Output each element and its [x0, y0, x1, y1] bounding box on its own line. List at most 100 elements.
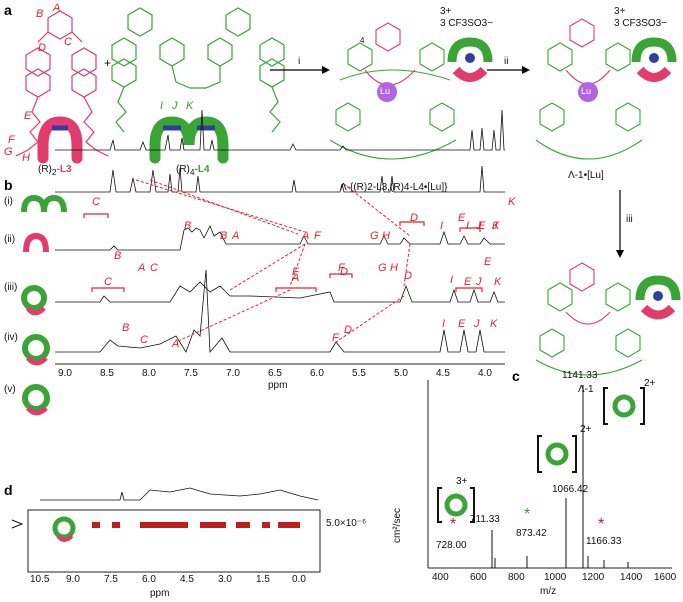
peak-v-C: C: [140, 334, 148, 346]
peak-iii-F: F: [314, 230, 321, 242]
nmr-tick-5.0: 5.0: [394, 368, 408, 379]
peak-iv-I: I: [450, 274, 454, 286]
nmr-axis-title: ppm: [268, 380, 288, 391]
nmr-trace-i: [55, 109, 505, 151]
complex-3-structure: [535, 282, 643, 376]
nmr-trace-iii: [55, 225, 505, 251]
ms-label-711: 711.33: [470, 514, 500, 525]
nmr-row-label-iii: (iii): [4, 282, 18, 293]
proton-label-D: D: [38, 42, 46, 54]
ms-tick-800: 800: [508, 572, 525, 583]
peak-v-F: F: [332, 332, 339, 344]
peak-ii-A: A: [138, 262, 146, 274]
peak-i-I: I: [466, 220, 470, 232]
ligand-L3-cartoon: [37, 116, 83, 164]
dosy-tick-0.0: 0.0: [292, 574, 306, 585]
peak-iii-A1: A: [232, 230, 240, 242]
proton-label-G: G: [4, 146, 13, 158]
peak-iii-J: J: [476, 220, 482, 232]
ms-tick-1400: 1400: [620, 572, 643, 583]
peak-v-J: J: [474, 318, 480, 330]
nmr-row-label-v: (v): [4, 384, 16, 395]
proton-label-K: K: [186, 100, 194, 112]
metal-ion-1: [377, 82, 397, 102]
peak-iv-E: E: [464, 276, 472, 288]
peak-iv-A: A: [292, 272, 300, 284]
metal-1-label: Lu: [380, 86, 391, 96]
metal-2-label: Lu: [581, 86, 592, 96]
peak-iii-G: G: [370, 230, 379, 242]
ms-star-728-icon: *: [450, 516, 457, 533]
proton-label-J: J: [172, 100, 178, 112]
step-ii-label: ii: [504, 56, 509, 67]
ligand-L4-structure: [111, 7, 285, 133]
ms-label-1166: 1166.33: [586, 536, 622, 547]
peak-i-J: J: [492, 220, 498, 232]
panel-a-label: a: [4, 2, 12, 18]
peak-iv-F: F: [338, 262, 345, 274]
peak-ii-E: E: [484, 256, 492, 268]
peak-i-E: E: [478, 220, 486, 232]
complex-2-counterion: 3 CF3SO3−: [614, 18, 668, 29]
complex-2-cartoon: [631, 37, 677, 82]
nmr-tick-6.5: 6.5: [268, 368, 282, 379]
nmr-tick-8.0: 8.0: [142, 368, 156, 379]
step-i-label: i: [298, 56, 301, 67]
ligand-L3-name: (R)2-L3: [38, 164, 72, 177]
peak-ii-C: C: [150, 262, 158, 274]
complex-1-charge: 3+: [440, 6, 452, 17]
L4-icon: [21, 194, 67, 213]
proton-label-I: I: [160, 100, 164, 112]
peak-v-I: I: [442, 318, 446, 330]
complex-v-icon: [22, 384, 50, 416]
peak-ii-H: H: [390, 262, 398, 274]
peak-iv-D: D: [404, 270, 412, 282]
complex-iv-icon: [22, 334, 50, 366]
complex-1-counterion: 3 CF3SO3−: [440, 18, 494, 29]
nmr-trace-v: [55, 269, 505, 354]
nmr-tick-5.5: 5.5: [352, 368, 366, 379]
ms-charge-1066: 2+: [580, 424, 592, 435]
panel-d-label: d: [4, 482, 13, 498]
proton-label-E: E: [24, 110, 32, 122]
nmr-trace-iv: [55, 281, 505, 303]
ms-tick-1000: 1000: [544, 572, 567, 583]
peak-v-A: A: [172, 338, 180, 350]
ms-label-873: 873.42: [516, 528, 547, 539]
nmr-tick-7.0: 7.0: [226, 368, 240, 379]
peak-iii-K: K: [492, 220, 500, 232]
proton-label-H: H: [22, 152, 30, 164]
ms-star-1166-icon: *: [598, 516, 605, 533]
peak-iii-B1: B: [184, 220, 192, 232]
ligand-L4-cartoon: [149, 116, 229, 164]
ms-tick-1600: 1600: [654, 572, 677, 583]
ms-tick-1200: 1200: [582, 572, 605, 583]
dosy-y-value: 5.0×10⁻⁶: [326, 518, 367, 529]
proton-label-A: A: [53, 2, 61, 14]
peak-v-B: B: [122, 322, 130, 334]
ms-tick-600: 600: [470, 572, 487, 583]
nmr-tick-8.5: 8.5: [100, 368, 114, 379]
nmr-tick-7.5: 7.5: [184, 368, 198, 379]
nmr-tick-4.0: 4.0: [478, 368, 492, 379]
complex-1-structure: [329, 42, 457, 160]
ms-star-873-icon: *: [524, 506, 531, 523]
ms-xlabel: m/z: [540, 586, 557, 597]
peak-ii-G: G: [378, 262, 387, 274]
peak-ii-B: B: [114, 250, 122, 262]
peak-i-K: K: [508, 196, 516, 208]
dosy-tick-9.0: 9.0: [66, 574, 80, 585]
dosy-tick-7.5: 7.5: [104, 574, 118, 585]
ms-complex-2plus-b-icon: [603, 387, 645, 425]
ms-tick-400: 400: [432, 572, 449, 583]
ms-complex-3plus-icon: [437, 487, 475, 523]
complex-2-structure: [535, 42, 643, 160]
peak-v-E: E: [458, 318, 466, 330]
panel-b-label: b: [4, 177, 13, 193]
